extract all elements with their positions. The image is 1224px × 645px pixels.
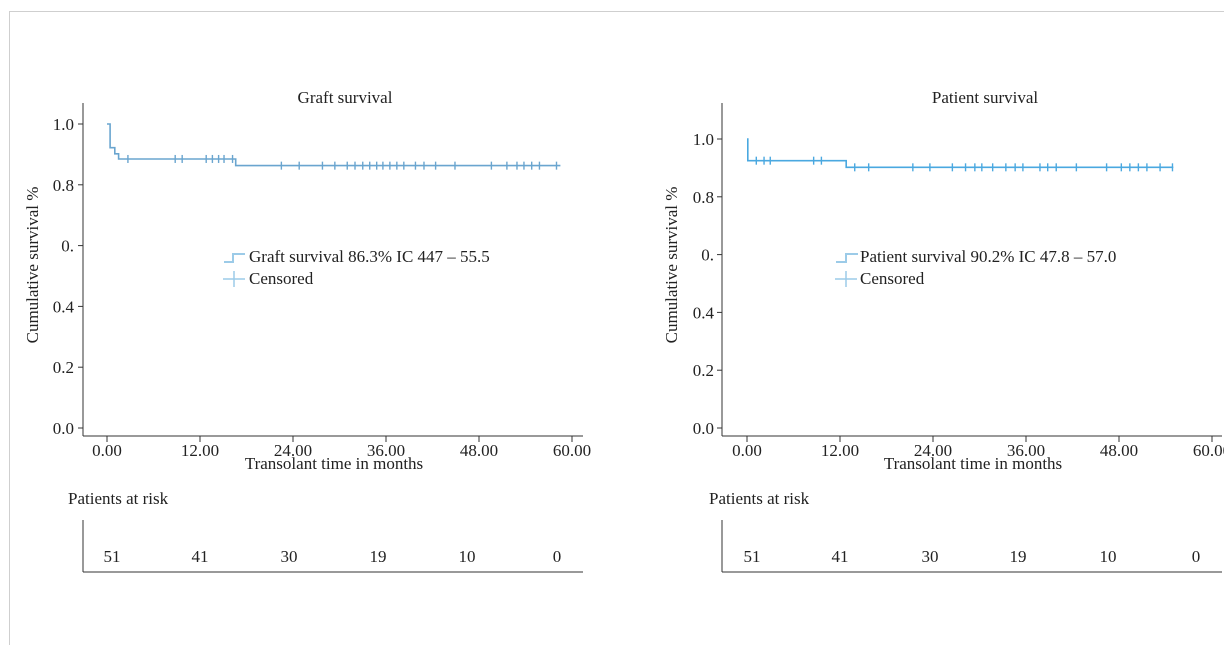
risk-value: 30 <box>281 547 298 566</box>
patient-survival-panel: Patient survival Cumulative survival % T… <box>662 88 1224 573</box>
legend-series-label: Graft survival 86.3% IC 447 – 55.5 <box>249 247 490 266</box>
chart-title: Graft survival <box>298 88 393 107</box>
risk-value: 30 <box>922 547 939 566</box>
y-tick-label: 1.0 <box>53 115 74 134</box>
risk-value: 51 <box>104 547 121 566</box>
risk-value: 41 <box>832 547 849 566</box>
x-tick-label: 12.00 <box>181 441 219 460</box>
x-tick-label: 48.00 <box>460 441 498 460</box>
graft-survival-panel: Graft survival Cumulative survival % Tra… <box>23 88 591 573</box>
risk-value: 51 <box>744 547 761 566</box>
legend-censored-label: Censored <box>860 269 925 288</box>
y-axis-label: Cumulative survival % <box>662 187 681 344</box>
y-tick-label: 0.8 <box>693 188 714 207</box>
x-tick-label: 24.00 <box>274 441 312 460</box>
x-axis-label: Transolant time in months <box>884 454 1062 473</box>
survival-curve <box>747 138 1174 169</box>
y-axis-label: Cumulative survival % <box>23 187 42 344</box>
risk-table-title: Patients at risk <box>709 489 810 508</box>
risk-table-values: 51 41 30 19 10 0 <box>744 547 1201 566</box>
legend-series-swatch <box>224 253 245 263</box>
risk-value: 10 <box>459 547 476 566</box>
risk-table-values: 51 41 30 19 10 0 <box>104 547 562 566</box>
survival-curve <box>107 123 561 167</box>
y-tick-label: 0.4 <box>53 297 75 316</box>
y-tick-label: 0.0 <box>53 419 74 438</box>
y-tick-label: 0. <box>61 237 74 256</box>
risk-value: 0 <box>553 547 562 566</box>
x-axis-label: Transolant time in months <box>245 454 423 473</box>
risk-value: 19 <box>1010 547 1027 566</box>
risk-value: 10 <box>1100 547 1117 566</box>
figure-frame <box>9 11 1224 645</box>
chart-legend: Graft survival 86.3% IC 447 – 55.5 Censo… <box>223 247 490 288</box>
chart-title: Patient survival <box>932 88 1039 107</box>
x-tick-label: 48.00 <box>1100 441 1138 460</box>
legend-series-label: Patient survival 90.2% IC 47.8 – 57.0 <box>860 247 1116 266</box>
chart-legend: Patient survival 90.2% IC 47.8 – 57.0 Ce… <box>835 247 1116 288</box>
x-tick-label: 36.00 <box>1007 441 1045 460</box>
x-tick-label: 36.00 <box>367 441 405 460</box>
x-tick-label: 0.00 <box>92 441 122 460</box>
y-tick-label: 1.0 <box>693 130 714 149</box>
y-tick-label: 0.0 <box>693 419 714 438</box>
legend-censored-label: Censored <box>249 269 314 288</box>
risk-value: 41 <box>192 547 209 566</box>
x-tick-label: 60.00 <box>1193 441 1224 460</box>
legend-series-swatch <box>836 253 858 263</box>
risk-table-title: Patients at risk <box>68 489 169 508</box>
risk-value: 19 <box>370 547 387 566</box>
y-tick-label: 0.2 <box>693 361 714 380</box>
x-tick-label: 12.00 <box>821 441 859 460</box>
y-tick-label: 0.8 <box>53 176 74 195</box>
x-tick-label: 0.00 <box>732 441 762 460</box>
y-tick-label: 0. <box>701 246 714 265</box>
y-tick-label: 0.4 <box>693 303 715 322</box>
x-tick-label: 24.00 <box>914 441 952 460</box>
x-tick-label: 60.00 <box>553 441 591 460</box>
y-tick-label: 0.2 <box>53 358 74 377</box>
risk-value: 0 <box>1192 547 1201 566</box>
